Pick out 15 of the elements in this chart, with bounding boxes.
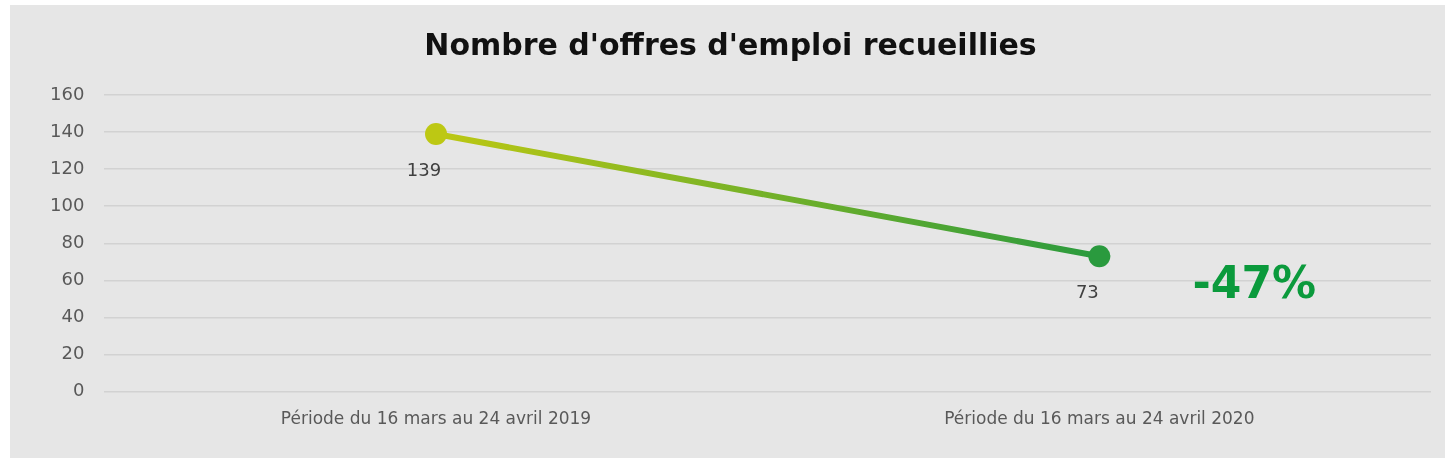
data-label: 73 bbox=[1075, 280, 1099, 302]
y-tick-label: 140 bbox=[50, 119, 85, 141]
annotation: -47% bbox=[1192, 256, 1317, 308]
y-tick-label: 100 bbox=[50, 193, 85, 215]
y-tick-label: 160 bbox=[50, 82, 85, 104]
y-tick-label: 0 bbox=[72, 379, 85, 401]
y-tick-label: 80 bbox=[61, 230, 85, 252]
chart-title: Nombre d'offres d'emploi recueillies bbox=[424, 26, 1037, 62]
y-tick-label: 60 bbox=[61, 268, 85, 290]
y-tick-label: 20 bbox=[61, 342, 85, 364]
data-label: 139 bbox=[406, 158, 442, 180]
x-tick-label: Période du 16 mars au 24 avril 2019 bbox=[280, 408, 592, 429]
y-tick-label: 40 bbox=[61, 305, 85, 327]
x-tick-label: Période du 16 mars au 24 avril 2020 bbox=[944, 408, 1255, 429]
y-tick-label: 120 bbox=[50, 156, 85, 178]
